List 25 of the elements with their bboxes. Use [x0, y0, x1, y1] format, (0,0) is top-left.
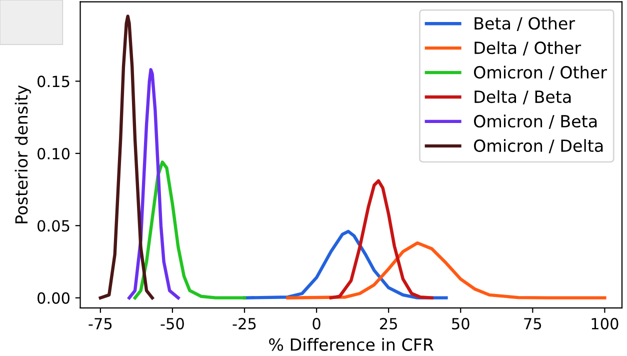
x-tick-label: 25: [380, 318, 397, 330]
x-tick-label: -25: [232, 318, 256, 330]
x-axis-title: % Difference in CFR: [269, 338, 434, 351]
legend-label: Omicron / Beta: [474, 114, 597, 129]
line-series: [329, 179, 434, 300]
line-series: [133, 160, 246, 300]
legend-label: Beta / Other: [474, 16, 576, 31]
y-tick-label: 0.10: [38, 148, 70, 160]
legend-label: Delta / Other: [474, 41, 582, 56]
y-tick-label: 0.00: [38, 292, 70, 304]
x-tick-label: -75: [88, 318, 112, 330]
y-tick-label: 0.05: [38, 220, 70, 232]
x-tick-label: -50: [160, 318, 184, 330]
x-tick-label: 100: [592, 318, 618, 330]
x-tick-label: 50: [452, 318, 470, 330]
line-series: [286, 241, 606, 300]
y-axis-title: Posterior density: [14, 85, 31, 224]
x-tick-label: 0: [312, 318, 320, 330]
legend-label: Omicron / Delta: [474, 139, 603, 154]
x-tick-label: 75: [524, 318, 542, 330]
line-series: [98, 14, 154, 300]
legend-label: Delta / Beta: [474, 90, 571, 104]
line-series: [128, 68, 180, 300]
y-tick-label: 0.15: [38, 76, 70, 88]
legend-label: Omicron / Other: [474, 66, 607, 80]
